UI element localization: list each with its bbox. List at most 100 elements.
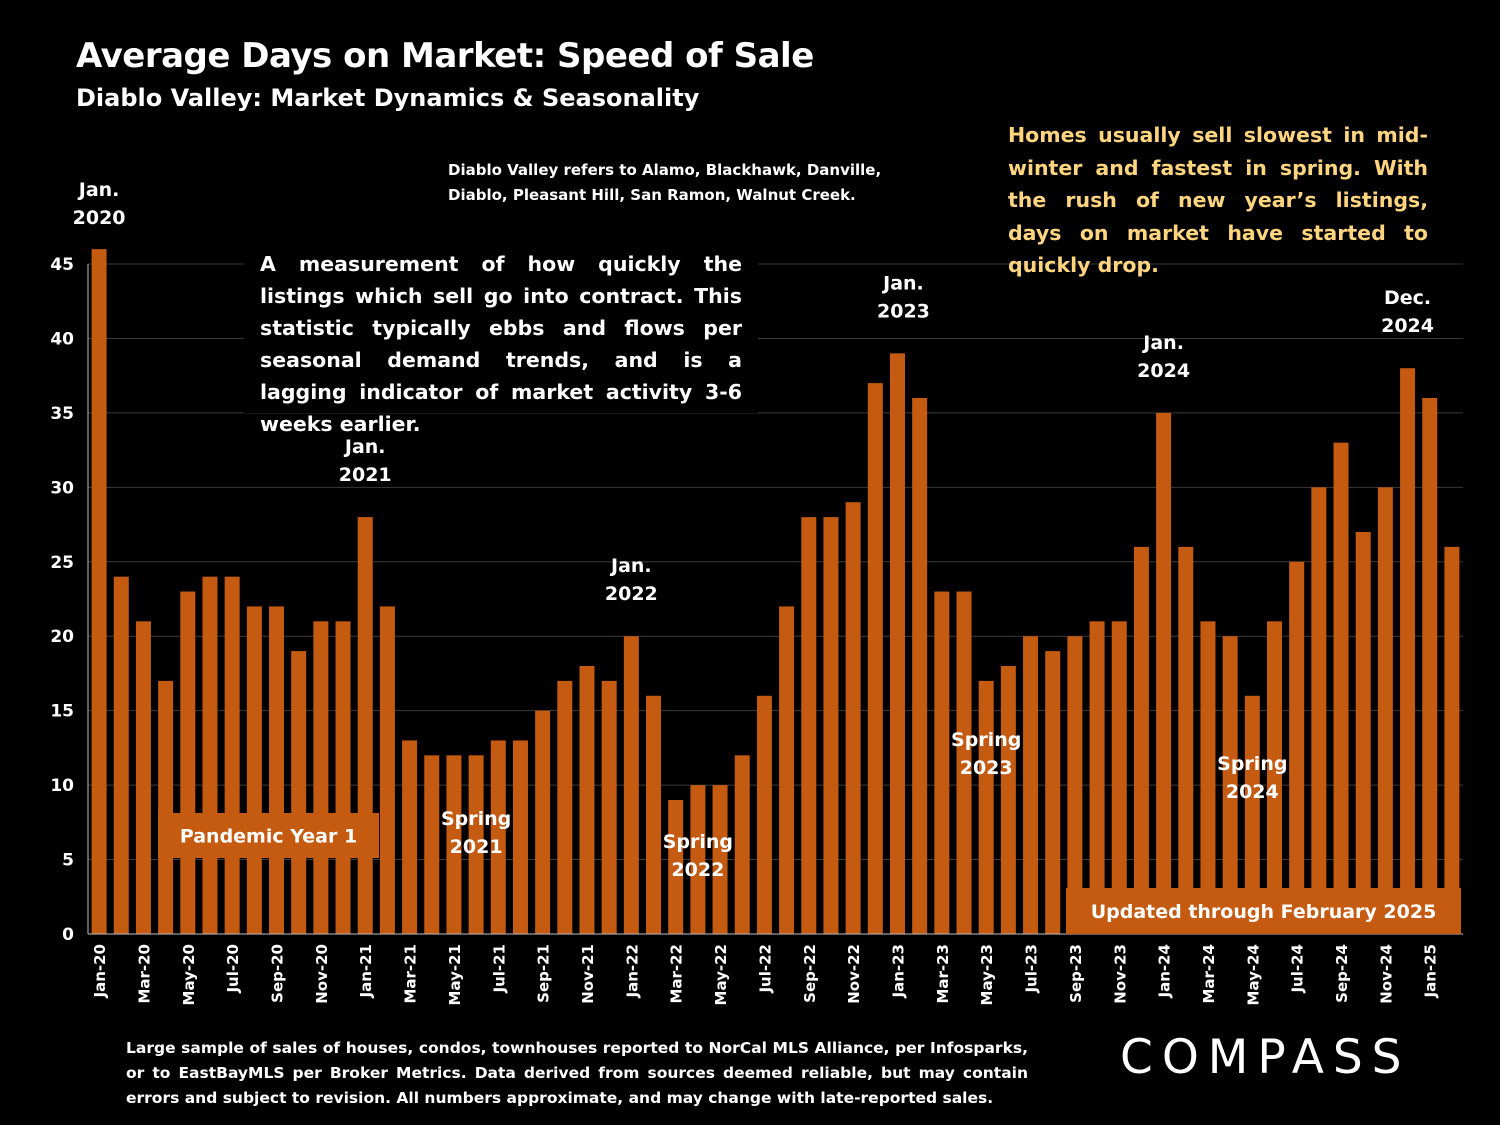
bar [978,680,994,934]
x-tick-label: Sep-23 [1067,944,1085,1003]
x-tick-label: Nov-22 [845,944,863,1004]
x-tick-label: Sep-24 [1333,944,1351,1003]
x-tick-label: May-22 [712,944,730,1005]
label-band [1066,888,1461,934]
bar [1311,487,1327,934]
definition-note: A measurement of how quickly the listing… [244,243,758,436]
chart-annotation: Jan. 2023 [877,272,930,322]
y-tick-label: 25 [50,553,74,573]
bar [756,695,772,934]
bar [1377,487,1393,934]
y-tick-label: 0 [62,925,74,945]
bar [1333,442,1349,934]
bar [579,666,595,934]
bar [357,517,373,934]
x-tick-label: May-21 [446,944,464,1005]
bar [1289,561,1305,934]
bar [269,606,285,934]
bar [446,755,462,934]
y-tick-label: 30 [50,478,74,498]
bar [135,621,151,934]
x-tick-label: May-23 [978,944,996,1005]
x-tick-label: Jan-25 [1422,944,1440,998]
y-tick-label: 5 [62,851,74,871]
bar [1133,546,1149,934]
axes: 0 5 10 15 20 25 30 35 40 45 Jan-20 Mar-20 May-20 Jul-… [50,255,1463,1005]
x-tick-label: Nov-21 [579,944,597,1004]
y-tick-label: 45 [50,255,74,275]
y-tick-label: 10 [50,776,74,796]
x-tick-label: Sep-22 [801,944,819,1003]
chart-annotation: Jan. 2021 [339,436,392,486]
band-label: Updated through February 2025 [1091,901,1437,923]
bar [646,695,662,934]
bar [335,621,351,934]
y-tick-label: 20 [50,627,74,647]
chart-annotation: Spring 2022 [663,831,733,881]
x-tick-label: Mar-23 [934,944,952,1004]
seasonality-note: Homes usually sell slowest in mid-winter… [1008,123,1428,277]
bar [889,353,905,934]
x-tick-label: Jan-20 [91,944,109,998]
bar [402,740,418,934]
bar [512,740,528,934]
bar [668,800,684,934]
bar [734,755,750,934]
label-band [158,813,379,858]
bar [601,680,617,934]
bar [468,755,484,934]
chart-subtitle: Diablo Valley: Market Dynamics & Seasona… [76,84,700,112]
bar [623,636,639,934]
bar [1045,651,1061,934]
bar [291,651,307,934]
x-tick-label: Mar-22 [668,944,686,1004]
bar [712,785,728,934]
x-tick-label: Jan-23 [889,944,907,998]
bar [845,502,861,934]
x-tick-label: Sep-21 [535,944,553,1003]
bar [379,606,395,934]
chart-annotation: Spring 2024 [1217,753,1287,803]
compass-logo: COMPASS [1120,1030,1411,1085]
x-tick-label: Jul-24 [1289,944,1307,994]
bar [1400,368,1416,934]
bar [1111,621,1127,934]
x-tick-label: May-20 [180,944,198,1005]
x-tick-label: Jul-21 [490,944,508,994]
bar [867,383,883,935]
bar [1444,546,1460,934]
chart-annotation: Spring 2023 [951,729,1021,779]
chart-annotation: Jan. 2020 [73,179,126,229]
bar [424,755,440,934]
bar [1266,621,1282,934]
bar [535,710,551,934]
region-note: Diablo Valley refers to Alamo, Blackhawk… [448,161,882,204]
chart-title: Average Days on Market: Speed of Sale [76,36,814,76]
bar [91,249,107,935]
x-tick-label: Jul-22 [756,944,774,994]
bar [1355,532,1371,934]
chart-annotation: Jan. 2024 [1137,332,1190,382]
x-tick-label: Jul-20 [224,944,242,994]
bar [1023,636,1039,934]
chart-annotation: Jan. 2022 [605,555,658,605]
x-tick-label: Nov-20 [313,944,331,1004]
bar [557,680,573,934]
band-label: Pandemic Year 1 [180,826,357,848]
bar [801,517,817,934]
bar [956,591,972,934]
bar [158,680,174,934]
x-tick-label: Jan-24 [1156,944,1174,998]
y-tick-label: 40 [50,329,74,349]
x-tick-label: Mar-21 [402,944,420,1004]
bar [1222,636,1238,934]
bar [823,517,839,934]
x-tick-label: Jul-23 [1023,944,1041,994]
bar [1067,636,1083,934]
bar [202,576,218,934]
bar [690,785,706,934]
y-tick-label: 15 [50,702,74,722]
x-tick-label: Nov-24 [1377,944,1395,1004]
x-tick-label: May-24 [1244,944,1262,1005]
